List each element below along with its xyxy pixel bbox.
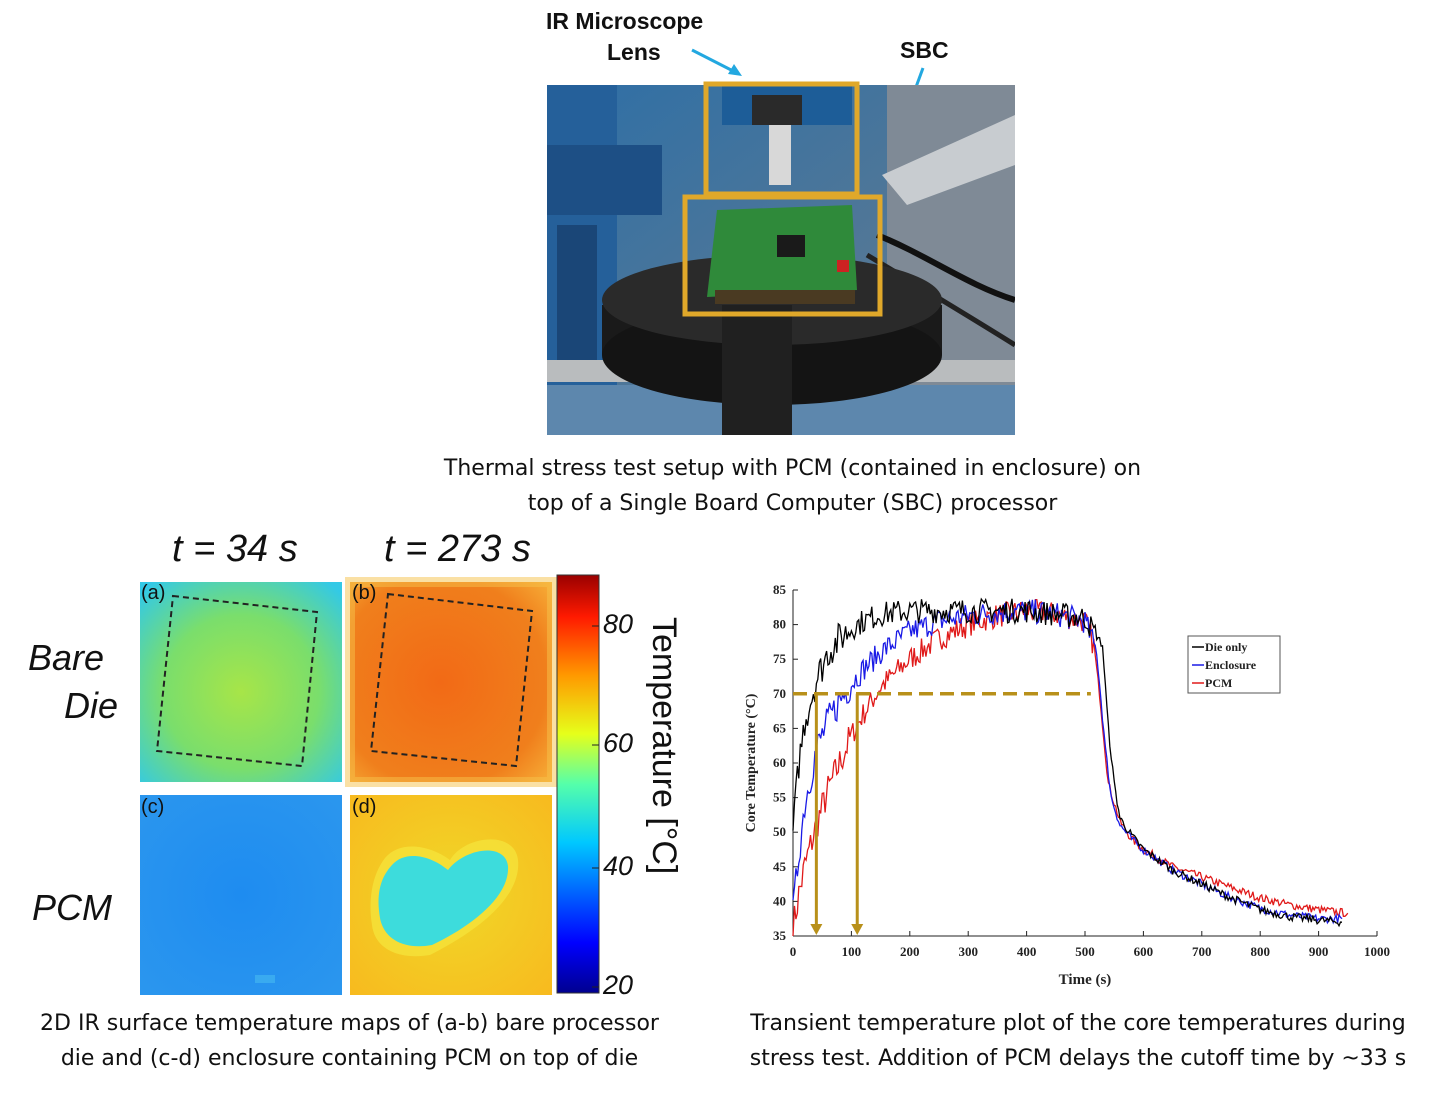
- legend-label: Enclosure: [1205, 658, 1257, 672]
- colorbar-label: Temperature [°C]: [645, 617, 683, 875]
- x-tick-label: 0: [790, 944, 797, 959]
- y-tick-label: 85: [773, 582, 787, 597]
- colorbar-tick-40: 40: [603, 851, 634, 881]
- x-tick-label: 100: [842, 944, 862, 959]
- y-tick-label: 35: [773, 928, 787, 943]
- legend-label: Die only: [1205, 640, 1247, 654]
- colorbar-tick-60: 60: [603, 728, 634, 758]
- colorbar-tick-80: 80: [603, 609, 634, 639]
- photo-caption-line2: top of a Single Board Computer (SBC) pro…: [527, 491, 1058, 516]
- panel-tag-a: (a): [141, 582, 166, 604]
- lens-arrowhead: [728, 64, 742, 76]
- time-label-34s: t = 34 s: [172, 528, 298, 570]
- x-tick-label: 1000: [1364, 944, 1390, 959]
- x-tick-label: 500: [1075, 944, 1095, 959]
- panel-tag-b: (b): [352, 582, 377, 604]
- panel-tag-c: (c): [141, 796, 165, 818]
- ir-map-c: [140, 795, 342, 995]
- y-tick-label: 65: [773, 720, 787, 735]
- ir-caption-line2: die and (c-d) enclosure containing PCM o…: [60, 1046, 639, 1071]
- photo-caption: Thermal stress test setup with PCM (cont…: [380, 451, 1205, 521]
- y-tick-label: 50: [773, 824, 786, 839]
- legend-label: PCM: [1205, 676, 1232, 690]
- y-tick-label: 70: [773, 686, 786, 701]
- x-tick-label: 600: [1134, 944, 1154, 959]
- x-tick-label: 900: [1309, 944, 1329, 959]
- colorbar-tick-20: 20: [603, 970, 634, 1000]
- photo-caption-line1: Thermal stress test setup with PCM (cont…: [443, 456, 1142, 481]
- cutoff-arrowhead-1: [810, 924, 823, 935]
- transient-plot: 0 100 200 300 400 500 600 700 800 900 1000 35 40 45 50…: [744, 582, 1390, 988]
- time-label-273s: t = 273 s: [384, 528, 531, 570]
- y-tick-label: 40: [773, 893, 786, 908]
- x-tick-label: 800: [1250, 944, 1270, 959]
- lens-highlight-box: [703, 81, 860, 197]
- series-line-die-only: [792, 597, 1343, 928]
- row-label-bare: Bare: [28, 637, 105, 678]
- y-axis-label: Core Temperature (°C): [744, 693, 759, 832]
- y-tick-label: 55: [773, 790, 787, 805]
- lens-label-line2: Lens: [607, 39, 661, 65]
- lens-label-line1: IR Microscope: [546, 8, 704, 34]
- y-tick-label: 80: [773, 617, 786, 632]
- ir-maps: [140, 574, 600, 995]
- y-tick-label: 45: [773, 859, 787, 874]
- ir-map-d: [350, 795, 552, 995]
- x-axis-label: Time (s): [1059, 972, 1112, 988]
- x-tick-label: 700: [1192, 944, 1212, 959]
- pcm-heart-region: [378, 850, 509, 947]
- plot-caption-line1: Transient temperature plot of the core t…: [750, 1011, 1406, 1036]
- ir-map-a: [140, 582, 342, 782]
- row-label-pcm: PCM: [32, 887, 112, 928]
- y-tick-label: 75: [773, 651, 787, 666]
- x-tick-label: 300: [958, 944, 978, 959]
- sbc-highlight-box: [682, 194, 883, 317]
- ir-map-b: [345, 577, 557, 787]
- row-label-die: Die: [64, 685, 119, 726]
- cutoff-arrowhead-2: [851, 924, 864, 935]
- y-tick-label: 60: [773, 755, 786, 770]
- ir-caption: 2D IR surface temperature maps of (a-b) …: [12, 1006, 687, 1076]
- x-tick-label: 200: [900, 944, 920, 959]
- plot-caption-line2: stress test. Addition of PCM delays the …: [749, 1046, 1407, 1071]
- sbc-label: SBC: [900, 37, 949, 63]
- panel-tag-d: (d): [352, 796, 377, 818]
- colorbar: [556, 574, 600, 994]
- lens-callout-arrow: [691, 48, 738, 75]
- die-outline-b: [369, 592, 534, 768]
- ir-caption-line1: 2D IR surface temperature maps of (a-b) …: [40, 1011, 659, 1036]
- x-tick-label: 400: [1017, 944, 1037, 959]
- photo-highlight-boxes: [682, 81, 883, 317]
- plot-caption: Transient temperature plot of the core t…: [718, 1006, 1438, 1076]
